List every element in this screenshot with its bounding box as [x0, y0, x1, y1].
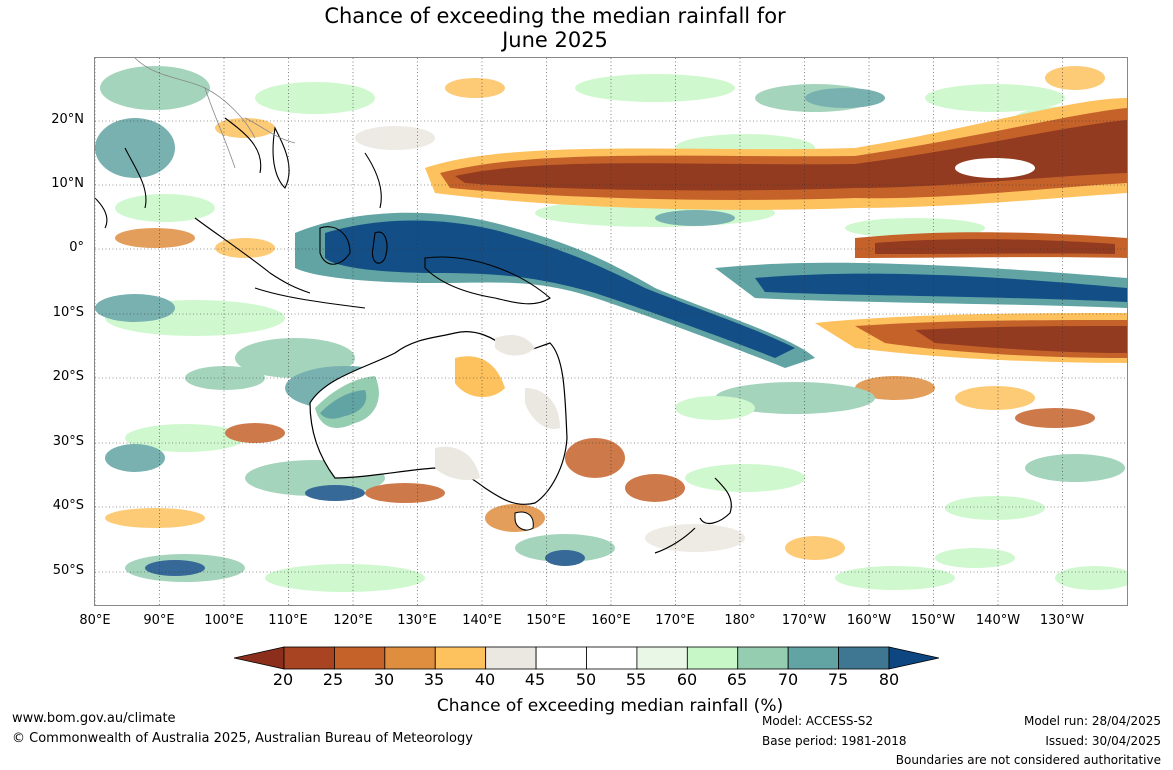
lon-label-90e: 90°E	[143, 613, 175, 628]
lat-label-50s: 50°S	[52, 563, 84, 578]
lon-label-140e: 140°E	[462, 613, 502, 628]
colorbar-tick-70: 70	[777, 670, 799, 689]
colorbar-tick-50: 50	[575, 670, 597, 689]
colorbar-tick-20: 20	[272, 670, 294, 689]
lon-label-160e: 160°E	[591, 613, 631, 628]
colorbar-bin	[384, 646, 436, 670]
colorbar-title: Chance of exceeding median rainfall (%)	[436, 696, 784, 716]
colorbar	[233, 646, 940, 670]
colorbar-bin	[283, 646, 335, 670]
colorbar-bin	[334, 646, 386, 670]
colorbar-bin	[636, 646, 688, 670]
lon-label-110e: 110°E	[268, 613, 308, 628]
lat-label-40s: 40°S	[52, 498, 84, 513]
copyright-text: © Commonwealth of Australia 2025, Austra…	[12, 731, 473, 746]
website-link[interactable]: www.bom.gov.au/climate	[12, 711, 176, 726]
colorbar-bin	[434, 646, 487, 670]
issued-text: Issued: 30/04/2025	[1045, 734, 1161, 748]
lon-label-170e: 170°E	[655, 613, 695, 628]
lon-label-140w: 140°W	[975, 613, 1021, 628]
colorbar-bin	[535, 646, 587, 670]
map-title: Chance of exceeding the median rainfall …	[0, 4, 1170, 52]
lat-label-10n: 10°N	[51, 176, 84, 191]
lon-label-150w: 150°W	[910, 613, 956, 628]
map-canvas	[95, 58, 1127, 605]
new-zealand	[654, 477, 732, 554]
lon-label-130e: 130°E	[397, 613, 437, 628]
country-borders	[134, 58, 296, 169]
equatorial-wet-band	[295, 212, 1127, 368]
lon-label-170w: 170°W	[781, 613, 827, 628]
rainfall-map	[94, 57, 1128, 606]
lon-label-100e: 100°E	[204, 613, 244, 628]
colorbar-bin	[787, 646, 839, 670]
north-dry-band	[425, 98, 1127, 210]
lat-label-20n: 20°N	[51, 112, 84, 127]
maritime-continent-coast	[95, 117, 551, 309]
colorbar-tick-35: 35	[423, 670, 445, 689]
colorbar-tick-75: 75	[827, 670, 849, 689]
colorbar-bins	[283, 646, 890, 670]
title-line-1: Chance of exceeding the median rainfall …	[324, 4, 786, 28]
lon-label-150e: 150°E	[526, 613, 566, 628]
lat-label-0: 0°	[69, 240, 84, 255]
south-pacific-dry-band	[815, 313, 1127, 363]
colorbar-bin	[737, 646, 789, 670]
lon-label-120e: 120°E	[333, 613, 373, 628]
lon-label-180: 180°	[724, 613, 756, 628]
lat-label-10s: 10°S	[52, 305, 84, 320]
lon-label-130w: 130°W	[1039, 613, 1085, 628]
colorbar-tick-40: 40	[474, 670, 496, 689]
graticule	[95, 58, 1127, 605]
colorbar-bin	[586, 646, 638, 670]
colorbar-tick-45: 45	[524, 670, 546, 689]
model-run-text: Model run: 28/04/2025	[1023, 714, 1161, 728]
colorbar-bin	[686, 646, 739, 670]
colorbar-bin	[485, 646, 537, 670]
colorbar-tick-25: 25	[322, 670, 344, 689]
colorbar-tick-65: 65	[726, 670, 748, 689]
colorbar-svg	[233, 646, 940, 670]
colorbar-tick-55: 55	[625, 670, 647, 689]
colorbar-bin	[838, 646, 890, 670]
base-period-text: Base period: 1981-2018	[762, 734, 907, 748]
colorbar-over-arrow	[888, 646, 940, 670]
lon-label-80e: 80°E	[79, 613, 111, 628]
title-line-2: June 2025	[502, 28, 608, 52]
colorbar-tick-30: 30	[373, 670, 395, 689]
disclaimer-text: Boundaries are not considered authoritat…	[895, 753, 1161, 767]
lon-label-160w: 160°W	[846, 613, 892, 628]
lat-label-30s: 30°S	[52, 434, 84, 449]
colorbar-under-arrow	[233, 646, 285, 670]
colorbar-tick-80: 80	[878, 670, 900, 689]
lat-label-20s: 20°S	[52, 369, 84, 384]
australia	[309, 331, 568, 531]
colorbar-tick-60: 60	[676, 670, 698, 689]
model-text: Model: ACCESS-S2	[762, 714, 874, 728]
